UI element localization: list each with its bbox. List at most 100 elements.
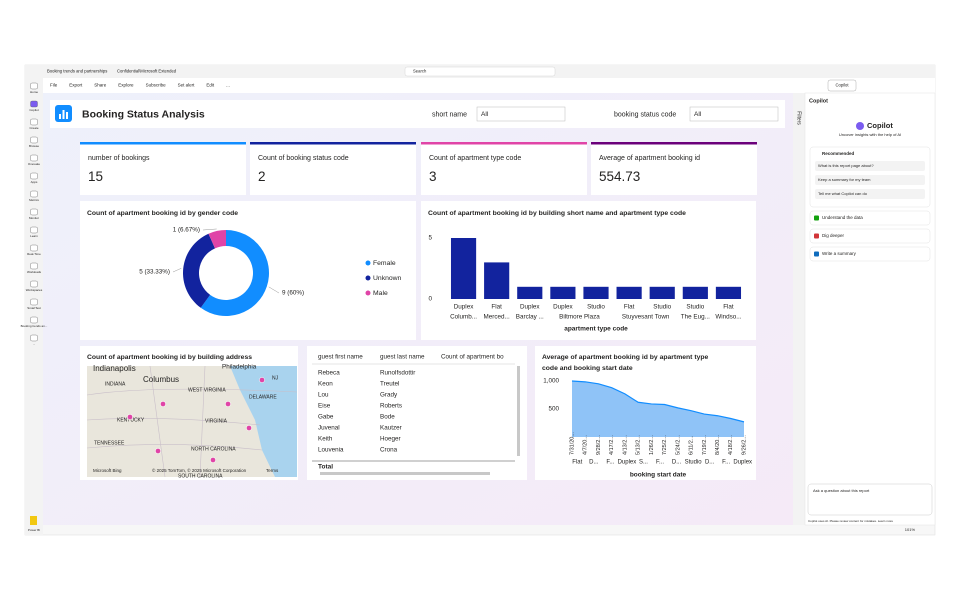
label[interactable]: Home — [30, 90, 38, 94]
label: Search — [413, 69, 427, 74]
nav-icon[interactable] — [30, 154, 38, 162]
label[interactable]: Keep a summary for my team — [818, 177, 871, 182]
nav-icon[interactable] — [30, 262, 38, 270]
table-cell: Runolfsdottir — [380, 370, 415, 377]
data-label: 9 (60%) — [282, 290, 304, 297]
nav-icon[interactable] — [30, 334, 38, 342]
toolbar-button[interactable]: Subscribe — [146, 83, 167, 88]
toolbar-button[interactable]: Export — [69, 83, 83, 88]
group-label: F... — [722, 460, 730, 466]
column-header: Count of apartment bo — [441, 354, 504, 361]
kpi-accent — [421, 142, 587, 145]
copilot-section[interactable] — [809, 246, 931, 262]
nav-icon[interactable] — [30, 190, 38, 198]
x-tick-label: Duplex — [520, 304, 540, 311]
toolbar-button[interactable]: Share — [94, 83, 107, 88]
label[interactable]: Copilot — [29, 108, 39, 112]
toolbar-button[interactable]: File — [50, 83, 58, 88]
nav-icon[interactable] — [30, 100, 38, 108]
table-scrollbar[interactable] — [320, 472, 490, 475]
toolbar-button[interactable]: Set alert — [178, 83, 196, 88]
section-icon — [814, 233, 819, 239]
legend-swatch — [365, 290, 371, 296]
label[interactable]: SmartTest — [27, 306, 41, 310]
nav-icon[interactable] — [30, 316, 38, 324]
kpi-accent — [591, 142, 757, 145]
legend-swatch — [365, 260, 371, 266]
nav-icon[interactable] — [30, 82, 38, 90]
chart-title: Count of apartment booking id by gender … — [87, 210, 238, 217]
search-box[interactable] — [404, 66, 556, 77]
group-label: Biltmore Plaza — [559, 314, 600, 321]
label[interactable]: Copilot — [835, 83, 849, 88]
label[interactable]: Apps — [31, 180, 38, 184]
label[interactable]: What is this report page about? — [818, 163, 874, 168]
table-scrollbar[interactable] — [517, 366, 520, 456]
nav-icon[interactable] — [30, 244, 38, 252]
kpi-card — [80, 142, 246, 195]
nav-icon[interactable] — [30, 226, 38, 234]
label[interactable]: Monitor — [29, 216, 39, 220]
nav-icon[interactable] — [30, 172, 38, 180]
kpi-card — [421, 142, 587, 195]
left-nav — [25, 78, 43, 535]
group-label: Flat — [572, 460, 582, 466]
copilot-button[interactable] — [827, 79, 857, 92]
label[interactable]: Workspaces — [26, 288, 43, 292]
toolbar-button[interactable]: Explore — [118, 83, 134, 88]
map-place: VIRGINIA — [205, 418, 228, 424]
x-tick-label: Duplex — [454, 304, 474, 311]
suggestion[interactable] — [815, 161, 925, 171]
map-bubble[interactable] — [225, 401, 231, 407]
copilot-input[interactable] — [807, 483, 933, 516]
label[interactable]: Write a summary — [822, 251, 857, 256]
label[interactable]: Booking trends an... — [21, 324, 48, 328]
nav-icon[interactable] — [30, 298, 38, 306]
copilot-section[interactable] — [809, 228, 931, 244]
filter-dropdown[interactable] — [689, 106, 779, 122]
label[interactable]: Dig deeper — [822, 233, 845, 238]
filters-pane-tab[interactable] — [793, 93, 805, 525]
bar — [682, 286, 708, 299]
label[interactable]: Understand the data — [822, 215, 863, 220]
copilot-section[interactable] — [809, 210, 931, 226]
leader-line — [172, 268, 182, 273]
toolbar-button[interactable]: ... — [226, 83, 230, 88]
label: Average of apartment booking id — [599, 155, 700, 162]
label[interactable]: Terms — [266, 468, 279, 473]
x-tick-label: 9/26/2... — [741, 435, 747, 455]
filter-dropdown[interactable] — [476, 106, 566, 122]
map-bubble[interactable] — [259, 377, 265, 383]
map-bubble[interactable] — [210, 457, 216, 463]
group-label: Duplex — [618, 460, 637, 466]
map-bubble[interactable] — [155, 448, 161, 454]
suggestion[interactable] — [815, 175, 925, 185]
nav-icon[interactable] — [30, 208, 38, 216]
label[interactable]: OneLake — [28, 162, 41, 166]
label[interactable]: Metrics — [29, 198, 39, 202]
x-tick-label: Flat — [723, 304, 734, 311]
leader-line — [268, 286, 280, 294]
suggestion[interactable] — [815, 189, 925, 199]
map-bubble[interactable] — [127, 414, 133, 420]
label[interactable]: Tell me what Copilot can do — [818, 191, 868, 196]
data-label: 5 (33.33%) — [139, 269, 170, 276]
map-bubble[interactable] — [160, 401, 166, 407]
map-bubble[interactable] — [246, 425, 252, 431]
nav-icon[interactable] — [30, 136, 38, 144]
label[interactable]: Browse — [29, 144, 39, 148]
label[interactable]: Real-Time — [27, 252, 41, 256]
label[interactable]: ... — [33, 342, 36, 346]
legend-label: Male — [373, 290, 388, 297]
label[interactable]: Learn — [30, 234, 38, 238]
table-cell: Rebeca — [318, 370, 340, 377]
label[interactable]: Workloads — [27, 270, 42, 274]
nav-icon[interactable] — [30, 280, 38, 288]
leader-line — [202, 228, 217, 231]
toolbar-button[interactable]: Edit — [206, 83, 215, 88]
label: Booking trends and partnerships — [47, 69, 107, 74]
table-cell: Gabe — [318, 414, 334, 421]
donut-slice — [208, 230, 226, 249]
nav-icon[interactable] — [30, 118, 38, 126]
label[interactable]: Create — [29, 126, 38, 130]
